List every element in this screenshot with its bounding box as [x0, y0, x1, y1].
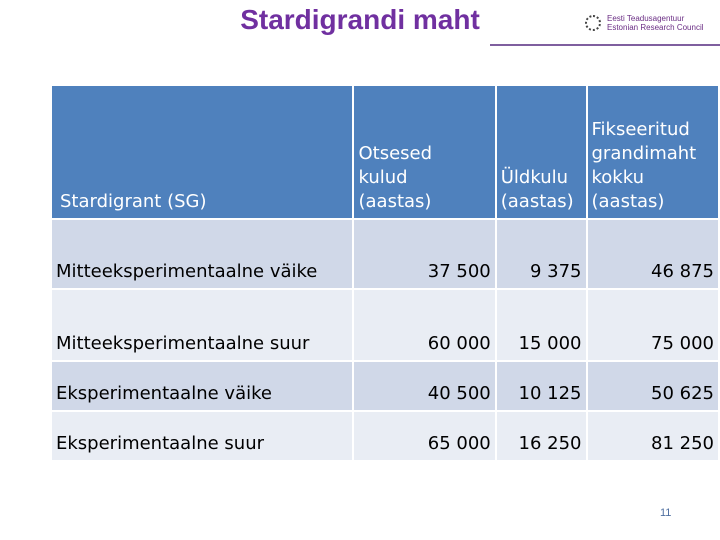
table-cell: Eksperimentaalne suur	[49, 410, 355, 462]
table-body: Mitteeksperimentaalne väike 37 500 9 375 46…	[49, 218, 720, 462]
header-line: (aastas)	[500, 191, 574, 212]
data-table: Stardigrant (SG) Otsesed kulud (aastas) Üldk…	[49, 84, 720, 462]
column-header: Otsesed kulud (aastas)	[352, 84, 497, 220]
page-number: 11	[660, 507, 672, 519]
slide-title: Stardigrandi maht	[240, 4, 480, 35]
header-line: kulud	[358, 167, 408, 188]
header-line: Üldkulu	[500, 167, 569, 188]
table-cell: Mitteeksperimentaalne väike	[49, 218, 355, 290]
table-row: Eksperimentaalne suur 65 000 16 250 81 250	[49, 410, 720, 462]
table-cell: 9 375	[494, 218, 588, 290]
header-line: Fikseeritud	[591, 119, 690, 140]
table-cell: 75 000	[585, 288, 720, 362]
header-line: grandimaht	[591, 143, 697, 164]
table-cell: 50 625	[585, 360, 720, 412]
table-cell: 15 000	[494, 288, 588, 362]
table-cell: 60 000	[352, 288, 497, 362]
logo: Eesti Teadusagentuur Estonian Research C…	[585, 14, 704, 32]
table-cell: 40 500	[352, 360, 497, 412]
title-rule	[490, 44, 720, 46]
header-line: Stardigrant (SG)	[60, 191, 207, 212]
table-cell: Eksperimentaalne väike	[49, 360, 355, 412]
logo-line: Eesti Teadusagentuur	[607, 14, 685, 23]
table-cell: 37 500	[352, 218, 497, 290]
column-header: Üldkulu (aastas)	[494, 84, 588, 220]
column-header: Stardigrant (SG)	[49, 84, 355, 220]
table-cell: 16 250	[494, 410, 588, 462]
table-row: Mitteeksperimentaalne väike 37 500 9 375 46…	[49, 218, 720, 290]
column-header: Fikseeritud grandimaht kokku (aastas)	[585, 84, 720, 220]
table-cell: 65 000	[352, 410, 497, 462]
header-line: (aastas)	[591, 191, 665, 212]
table-row: Mitteeksperimentaalne suur 60 000 15 000 75…	[49, 288, 720, 362]
table-cell: Mitteeksperimentaalne suur	[49, 288, 355, 362]
table-row: Eksperimentaalne väike 40 500 10 125 50 625	[49, 360, 720, 412]
header-line: kokku	[591, 167, 645, 188]
header-line: (aastas)	[358, 191, 432, 212]
table-cell: 10 125	[494, 360, 588, 412]
table-cell: 46 875	[585, 218, 720, 290]
header-line: Otsesed	[358, 143, 433, 164]
logo-line: Estonian Research Council	[607, 23, 704, 32]
table-cell: 81 250	[585, 410, 720, 462]
header-row: Stardigrant (SG) Otsesed kulud (aastas) Üldk…	[49, 84, 720, 220]
